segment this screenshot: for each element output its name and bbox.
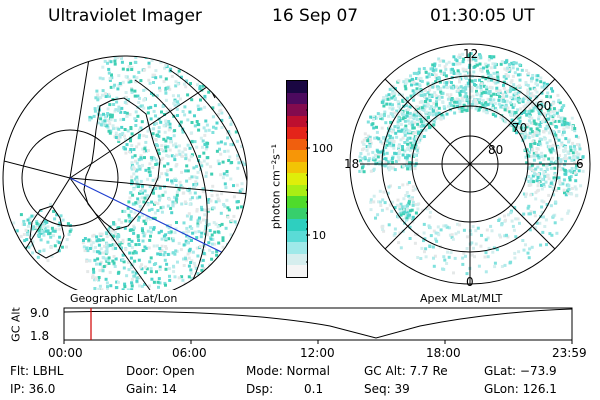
colorbar-segment — [287, 230, 307, 243]
door-info: Door: Open — [126, 364, 195, 378]
colorbar-segment — [287, 92, 307, 105]
colorbar-segment — [287, 115, 307, 128]
gain-info: Gain: 14 — [126, 382, 177, 396]
apex-caption: Apex MLat/MLT — [420, 292, 503, 305]
colorbar-segment — [287, 127, 307, 139]
timeline-tick-1800: 18:00 — [426, 346, 461, 360]
colorbar-segment — [287, 265, 307, 277]
timeline-tick-2359: 23:59 — [552, 346, 587, 360]
glon-info: GLon: 126.1 — [484, 382, 557, 396]
colorbar-segment — [287, 196, 307, 208]
filter-info: Flt: LBHL — [10, 364, 64, 378]
mlt-label-18: 18 — [344, 157, 359, 171]
geographic-caption: Geographic Lat/Lon — [70, 292, 178, 305]
timeline-tick-0000: 00:00 — [48, 346, 83, 360]
colorbar-segment — [287, 184, 307, 197]
satellite-track-line — [69, 177, 247, 267]
ip-info: IP: 36.0 — [10, 382, 56, 396]
timeline-ymin-label: 1.8 — [30, 329, 50, 343]
colorbar-segment — [287, 253, 307, 266]
geographic-map — [2, 55, 248, 290]
mlat-label-60: 60 — [536, 99, 551, 113]
colorbar-unit-label: photon cm⁻²s⁻¹ — [269, 143, 283, 230]
mlt-label-12: 12 — [463, 47, 478, 61]
timeline-ymax-label: 9.0 — [30, 306, 50, 320]
colorbar-tick-100: 100 — [312, 142, 333, 155]
mlat-label-80: 80 — [488, 143, 503, 157]
mlat-label-70: 70 — [512, 121, 527, 135]
colorbar-ticks: 100 10 — [306, 109, 333, 263]
instrument-title: Ultraviolet Imager — [48, 6, 202, 26]
left-aurora-emission — [11, 56, 247, 290]
time-label: 01:30:05 UT — [430, 6, 535, 26]
colorbar-segment — [287, 138, 307, 151]
colorbar-segment — [287, 173, 307, 185]
colorbar-segment — [287, 219, 307, 231]
colorbar-segment — [287, 207, 307, 220]
timeline-tick-1200: 12:00 — [300, 346, 335, 360]
colorbar-segment — [287, 242, 307, 254]
seq-info: Seq: 39 — [364, 382, 410, 396]
colorbar-segment — [287, 161, 307, 174]
glat-info: GLat: −73.9 — [484, 364, 557, 378]
altitude-timeline — [63, 307, 573, 344]
timeline-tick-0600: 06:00 — [172, 346, 207, 360]
apex-map: 12 0 18 6 60 70 80 — [344, 43, 591, 289]
gc-alt-info: GC Alt: 7.7 Re — [364, 364, 448, 378]
colorbar-segment — [287, 104, 307, 116]
date-label: 16 Sep 07 — [272, 6, 359, 26]
mlt-label-0: 0 — [466, 275, 474, 289]
mode-info: Mode: Normal — [246, 364, 330, 378]
apex-grid — [349, 43, 591, 286]
colorbar-tick-10: 10 — [312, 229, 326, 242]
colorbar-segment — [287, 150, 307, 162]
color-scale-bar — [286, 80, 308, 278]
altitude-curve — [63, 308, 573, 339]
dsp-info: Dsp: — [246, 382, 274, 396]
colorbar-segment — [287, 80, 307, 93]
left-map-border — [2, 55, 248, 290]
dsp-value: 0.1 — [304, 382, 324, 396]
mlt-label-6: 6 — [576, 157, 584, 171]
